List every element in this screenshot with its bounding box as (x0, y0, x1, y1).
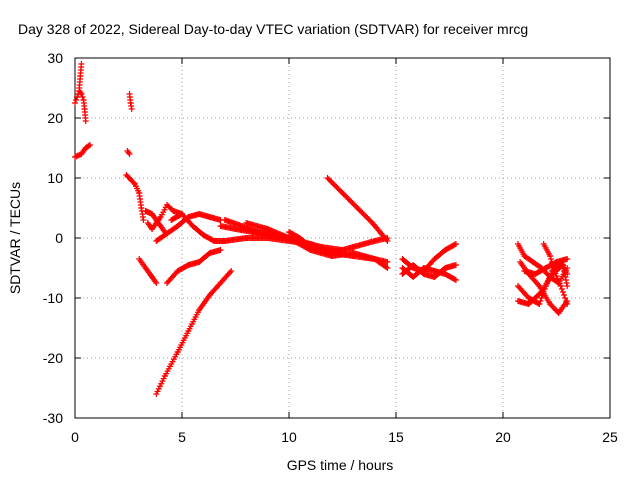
x-tick-label: 20 (495, 429, 511, 445)
data-point (560, 292, 567, 298)
data-point (559, 289, 566, 295)
data-point (560, 265, 567, 271)
y-tick-label: 30 (47, 50, 63, 66)
axis-ticks: 0 5 10 15 20 25 -30 -20 -10 0 10 20 30 (43, 50, 618, 445)
data-point (562, 295, 569, 301)
data-point (452, 277, 459, 283)
data-point (561, 268, 568, 274)
y-tick-label: 20 (47, 110, 63, 126)
data-point (384, 265, 391, 271)
data-point (128, 106, 135, 112)
data-point (85, 142, 92, 149)
data-point (535, 281, 542, 288)
data-point (79, 94, 86, 100)
data-point (217, 247, 224, 253)
data-point (82, 118, 89, 124)
data-point (78, 61, 85, 67)
data-point (564, 301, 571, 307)
data-point (537, 298, 544, 304)
data-marks (72, 61, 571, 397)
data-point (384, 259, 391, 265)
data-point (140, 217, 147, 223)
y-tick-label: 0 (55, 230, 63, 246)
data-point (536, 301, 543, 307)
data-point (562, 277, 569, 283)
grid (74, 57, 611, 419)
data-point (557, 283, 564, 289)
data-point (547, 253, 554, 259)
x-axis-title: GPS time / hours (287, 457, 394, 473)
data-point (384, 238, 391, 244)
x-tick-label: 25 (602, 429, 618, 445)
chart-title: Day 328 of 2022, Sidereal Day-to-day VTE… (18, 21, 528, 37)
x-tick-label: 10 (281, 429, 297, 445)
data-point (153, 280, 160, 286)
data-point (130, 179, 137, 186)
x-tick-label: 15 (388, 429, 404, 445)
y-tick-label: -20 (43, 350, 63, 366)
data-point (563, 280, 570, 286)
data-point (537, 290, 544, 297)
data-point (452, 262, 459, 268)
data-point (126, 151, 133, 157)
data-point (451, 241, 458, 248)
data-point (78, 91, 85, 97)
y-axis-title: SDTVAR / TECUs (7, 182, 23, 294)
data-point (383, 264, 390, 271)
x-tick-label: 0 (71, 429, 79, 445)
data-point (564, 256, 571, 262)
data-point (228, 268, 235, 274)
data-point (538, 295, 545, 301)
data-point (558, 286, 565, 292)
data-point (561, 271, 568, 277)
data-point (452, 241, 459, 247)
data-point (74, 94, 81, 100)
y-tick-label: -30 (43, 410, 63, 426)
data-point (547, 256, 554, 262)
data-point (73, 97, 80, 103)
x-tick-label: 5 (178, 429, 186, 445)
y-tick-label: -10 (43, 290, 63, 306)
data-point (86, 142, 93, 148)
y-tick-label: 10 (47, 170, 63, 186)
data-point (72, 100, 78, 106)
data-point (451, 276, 458, 283)
data-point (563, 298, 570, 304)
data-point (564, 283, 571, 289)
data-point (562, 274, 569, 280)
data-point (227, 269, 234, 276)
